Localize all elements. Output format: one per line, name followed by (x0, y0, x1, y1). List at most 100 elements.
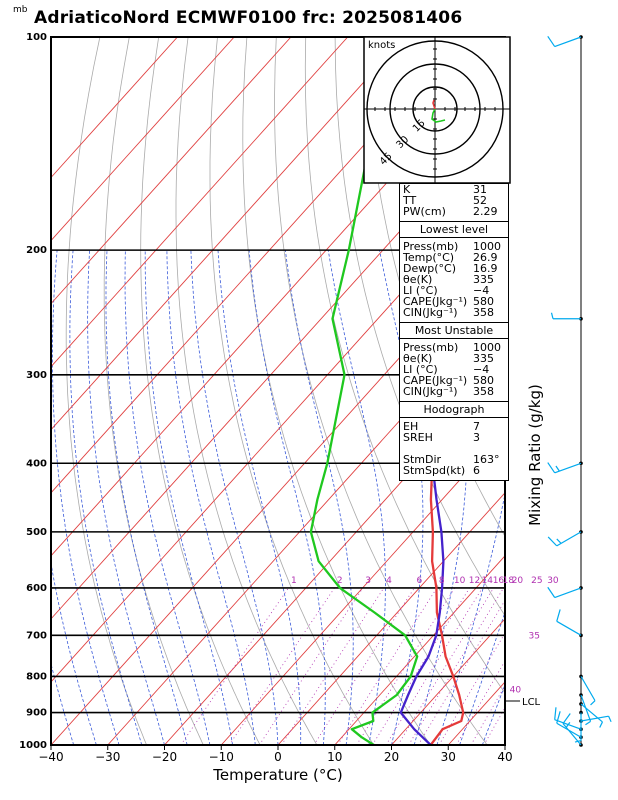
wind-barb-flag (547, 536, 558, 547)
wind-barb-staff (580, 694, 592, 722)
mixing-ratio-tick-label: 40 (510, 686, 522, 696)
isotherm (220, 429, 505, 745)
index-row: TT 52 (403, 194, 487, 207)
most-unstable-section: Most Unstable Press(mb) 1000 θe(K) 335 LI … (400, 322, 508, 401)
moist-adiabat (481, 683, 505, 745)
index-row: K 31 (403, 183, 487, 196)
wind-barb-staff (580, 715, 609, 722)
x-tick-label: 0 (274, 750, 282, 764)
wind-barb-staff (556, 722, 582, 738)
x-tick-label: 20 (384, 750, 399, 764)
wind-barb (574, 710, 583, 743)
moist-adiabat (327, 250, 386, 745)
y-tick-label: 900 (26, 708, 47, 719)
x-tick-label: −20 (152, 750, 177, 764)
hodograph-header: Hodograph (400, 402, 508, 418)
x-tick-label: 10 (327, 750, 342, 764)
mixing-ratio-tick-label: 6 (417, 576, 423, 586)
dry-adiabat (600, 37, 618, 745)
y-tick-label: 600 (26, 583, 47, 594)
isotherm (504, 744, 505, 745)
wind-barb-half-flag (555, 465, 560, 472)
wind-barb-staff (554, 719, 582, 730)
mixing-ratio-tick-label: 35 (529, 631, 540, 641)
indices-panel: K 31 TT 52 PW(cm) 2.29 Lowest level Press(m… (399, 183, 509, 481)
index-row: PW(cm) 2.29 (403, 205, 498, 218)
wind-barb-staff (556, 620, 582, 636)
moist-adiabat (285, 250, 354, 745)
hodograph-trace-low (431, 108, 446, 123)
dry-adiabat (209, 37, 374, 745)
wind-barb-flag (562, 713, 571, 724)
wind-barb-flag (554, 707, 557, 720)
chart-title: AdriaticoNord ECMWF0100 frc: 2025081406 (34, 8, 463, 28)
moist-adiabat (190, 250, 279, 745)
dry-adiabat (541, 37, 618, 745)
moist-adiabat (87, 250, 165, 745)
x-tick-label: 30 (441, 750, 456, 764)
wind-barb (556, 609, 583, 638)
wind-barb-staff (556, 531, 582, 547)
moist-adiabat (124, 250, 211, 745)
isotherm (51, 37, 178, 179)
x-tick-label: −10 (209, 750, 234, 764)
moist-adiabat (504, 743, 505, 745)
dry-adiabat (570, 37, 618, 745)
wind-barb-staff (554, 462, 582, 474)
x-axis-label: Temperature (°C) (212, 766, 342, 784)
mixing-ratio-tick-label: 30 (547, 576, 559, 586)
wind-barb (547, 586, 583, 599)
isotherm (51, 37, 349, 368)
mixing-ratio-line (281, 587, 385, 745)
isotherm (51, 37, 292, 305)
wind-barb (547, 461, 583, 474)
wind-barb (547, 530, 583, 547)
y-tick-label: 100 (26, 32, 47, 43)
mixing-ratio-tick-label: 16 (493, 576, 505, 586)
mixing-ratio-tick-label: 25 (531, 576, 542, 586)
wind-barb-half-flag (599, 721, 603, 728)
mixing-ratio-line (483, 706, 505, 745)
wind-barbs (547, 35, 612, 747)
dry-adiabat (103, 37, 204, 745)
hodograph-section: Hodograph EH 7 SREH 3 StmDir 163° StmSpd(kt… (400, 401, 508, 480)
dry-adiabat (140, 37, 261, 745)
lowest-level-header: Lowest level (400, 222, 508, 238)
wind-barb (547, 35, 583, 48)
isotherm (51, 37, 405, 431)
dry-adiabat (334, 37, 505, 617)
mixing-ratio-line (417, 599, 505, 745)
x-tick-label: −30 (95, 750, 120, 764)
hodograph-trace-high (432, 99, 436, 110)
wind-barb-staff (580, 676, 596, 701)
wind-barb (579, 674, 596, 706)
wind-barb (550, 312, 583, 321)
moist-adiabat (459, 610, 505, 745)
mixing-ratio-line (455, 660, 505, 745)
y-tick-label: 200 (26, 245, 47, 256)
wind-barb-flag (556, 609, 561, 622)
x-tick-label: −40 (38, 750, 63, 764)
wind-barb-half-flag (590, 700, 596, 706)
wind-barb-staff (580, 703, 603, 723)
mixing-ratio-tick-label: 18 (503, 576, 515, 586)
wind-barb-flag (547, 35, 556, 47)
wind-barb-staff (554, 36, 582, 48)
moist-adiabat (69, 250, 143, 745)
wind-barb-half-flag (608, 715, 612, 723)
dewpoint-profile (309, 37, 423, 745)
y-tick-label: 400 (26, 458, 47, 469)
pressure-unit-label: mb (13, 5, 28, 15)
mixing-ratio-tick-label: 20 (512, 576, 524, 586)
mixing-ratio-tick-label: 3 (365, 576, 371, 586)
moist-adiabat (166, 250, 256, 745)
dry-adiabat (175, 37, 318, 745)
lcl-label: LCL (522, 697, 541, 708)
isotherm (51, 239, 505, 745)
x-tick-label: 40 (497, 750, 512, 764)
hodograph-unit-label: knots (368, 40, 395, 51)
wind-barb (579, 702, 603, 728)
